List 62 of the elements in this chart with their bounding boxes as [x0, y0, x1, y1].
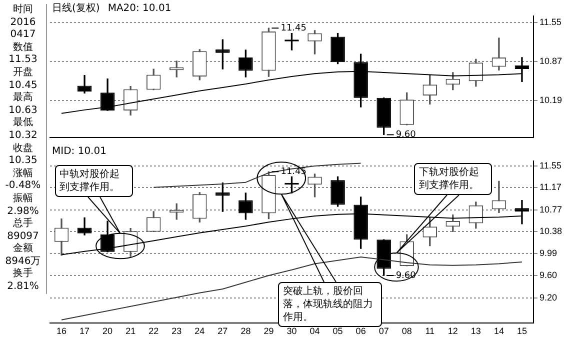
text: 2.81% — [6, 281, 40, 294]
text: 11.53 — [8, 54, 38, 67]
text: 数值 — [12, 42, 34, 54]
y-tick-label: 9.60 — [539, 270, 558, 280]
x-tick-label: 27 — [218, 326, 228, 336]
text: 最高 — [12, 92, 34, 105]
x-tick-label: 24 — [194, 326, 205, 336]
y-tick-label: 10.77 — [539, 204, 562, 214]
text: MA20: 10.01 — [108, 3, 172, 14]
x-tick-label: 15 — [516, 326, 527, 336]
annotation: 下轨对股价起到支撑作用。 — [414, 163, 492, 196]
x-tick-label: 23 — [172, 326, 182, 336]
x-tick-label: 13 — [470, 326, 481, 336]
annotation: 中轨对股价起到支撑作用。 — [54, 164, 133, 197]
text: 10.32 — [8, 130, 38, 143]
text: 涨幅 — [12, 168, 34, 180]
text: 开盘 — [12, 66, 34, 80]
x-tick-label: 14 — [494, 326, 504, 336]
x-tick-label: 16 — [56, 326, 67, 336]
y-tick-label: 10.87 — [539, 56, 562, 66]
y-tick-label: 11.55 — [539, 160, 562, 171]
text: 2016 — [9, 16, 37, 30]
x-tick-label: 04 — [310, 326, 320, 336]
y-tick-label: 9.20 — [539, 292, 558, 302]
text: 10.63 — [8, 104, 38, 117]
x-tick-label: 29 — [264, 326, 274, 336]
x-tick-label: 20 — [102, 326, 113, 336]
y-tick-label: 11.55 — [539, 16, 562, 27]
text: 振幅 — [12, 192, 34, 206]
annotation: 9.60 — [396, 130, 416, 140]
x-tick-label: 22 — [148, 326, 159, 336]
x-tick-label: 12 — [448, 326, 458, 336]
x-tick-label: 28 — [240, 326, 251, 336]
text: 10.35 — [8, 155, 38, 168]
x-tick-label: 08 — [402, 326, 412, 336]
x-tick-label: 05 — [332, 326, 343, 336]
x-tick-label: 07 — [378, 326, 389, 336]
x-tick-label: 11 — [425, 326, 435, 336]
y-tick-label: 9.99 — [539, 248, 558, 258]
x-tick-label: 21 — [126, 326, 136, 336]
text: -0.48% — [4, 180, 42, 193]
text: MID: 10.01 — [52, 146, 106, 157]
text: 换手 — [12, 268, 34, 282]
text: 最低 — [12, 117, 34, 130]
text: 0417 — [9, 29, 37, 42]
text: 收盘 — [12, 142, 34, 156]
text: 8946万 — [4, 256, 42, 268]
text: 89097 — [6, 230, 40, 242]
annotation: 11.45 — [280, 23, 306, 34]
x-tick-label: 17 — [80, 326, 90, 336]
text: 2.98% — [6, 206, 40, 218]
x-tick-label: 30 — [286, 326, 297, 336]
text: 时间 — [12, 4, 34, 17]
y-tick-label: 10.38 — [539, 226, 562, 236]
annotation: 突破上轨，股价回落，体现轨线的阻力作用。 — [278, 282, 382, 328]
text: 10.45 — [8, 80, 38, 92]
text: 金额 — [12, 243, 34, 256]
y-tick-label: 11.17 — [539, 182, 562, 192]
text: 总手 — [12, 218, 34, 231]
x-tick-label: 06 — [356, 326, 366, 336]
y-tick-label: 10.19 — [539, 95, 562, 106]
chart-title: 日线(复权) — [52, 3, 100, 14]
